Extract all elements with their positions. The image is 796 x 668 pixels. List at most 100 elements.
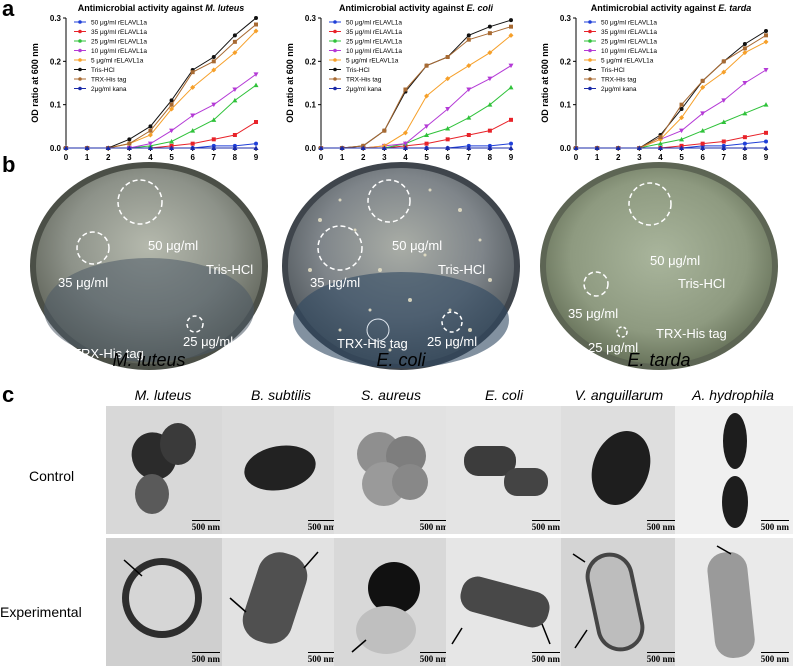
series-line	[321, 86, 512, 149]
data-point	[147, 145, 153, 150]
x-tick-label: 2	[106, 153, 111, 162]
data-point	[487, 145, 493, 150]
y-tick-label: 0.1	[305, 101, 317, 110]
data-point	[169, 145, 175, 150]
data-point	[679, 102, 684, 107]
data-point	[424, 141, 429, 146]
x-tick-label: 4	[148, 153, 153, 162]
row-label-experimental: Experimental	[0, 604, 82, 620]
data-point	[466, 145, 472, 150]
legend-label: 50 μg/ml rELAVL1a	[346, 20, 402, 27]
data-point	[679, 115, 685, 121]
data-point	[721, 69, 727, 75]
data-point	[169, 139, 175, 144]
legend-marker	[588, 20, 592, 24]
x-tick-label: 8	[743, 153, 748, 162]
x-tick-label: 3	[637, 153, 642, 162]
data-point	[594, 145, 600, 150]
data-point	[424, 124, 430, 129]
data-point	[169, 128, 175, 134]
data-point	[466, 37, 471, 42]
data-point	[211, 67, 217, 73]
micrograph-experimental-a-hydrophila: 500 nm	[675, 538, 793, 666]
data-point	[764, 139, 768, 144]
data-point	[700, 84, 706, 90]
data-point	[509, 18, 513, 23]
data-point	[211, 117, 217, 122]
plate-caption-e-coli: E. coli	[376, 350, 426, 370]
legend-label: TRX-His tag	[346, 77, 382, 84]
scale-bar: 500 nm	[531, 520, 561, 532]
legend-label: TRX-His tag	[601, 77, 637, 84]
micrograph-control-m-luteus: 500 nm	[106, 406, 224, 534]
legend-label: TRX-His tag	[91, 77, 127, 84]
legend-label: Tris-HCl	[346, 67, 370, 74]
data-point	[508, 145, 514, 150]
data-point	[424, 93, 430, 99]
data-point	[105, 145, 111, 150]
x-tick-label: 2	[616, 153, 621, 162]
data-point	[126, 145, 132, 150]
plate-m-luteus: 50 μg/ml Tris-HCl 35 μg/ml 25 μg/ml TRX-…	[30, 162, 268, 370]
data-point	[253, 28, 259, 34]
data-point	[169, 106, 175, 112]
data-point	[403, 87, 408, 92]
micro-title-b-subtilis: B. subtilis	[251, 387, 311, 403]
legend-label: Tris-HCl	[91, 67, 115, 74]
data-point	[742, 81, 748, 86]
row-label-control: Control	[29, 468, 75, 484]
x-tick-label: 1	[340, 153, 345, 162]
y-tick-label: 0.0	[50, 144, 62, 153]
y-tick-label: 0.0	[305, 144, 317, 153]
series-line	[576, 104, 767, 149]
data-point	[509, 141, 513, 146]
legend-marker	[333, 20, 337, 24]
data-point	[211, 145, 217, 150]
chart-title: Antimicrobial activity against E. coli	[339, 3, 494, 13]
x-tick-label: 3	[382, 153, 387, 162]
data-point	[169, 98, 174, 103]
y-tick-label: 0.2	[50, 57, 62, 66]
micro-title-s-aureus: S. aureus	[361, 387, 421, 403]
legend-marker	[333, 29, 337, 34]
data-point	[679, 128, 685, 134]
data-point	[487, 76, 493, 82]
legend-label: 5 μg/ml rELAVL1a	[346, 58, 399, 65]
legend-marker	[333, 48, 337, 53]
micrograph-experimental-s-aureus: 500 nm	[334, 538, 452, 666]
x-tick-label: 5	[679, 153, 684, 162]
data-point	[232, 39, 237, 44]
data-point	[721, 119, 727, 124]
data-point	[211, 137, 216, 142]
series-line	[321, 119, 512, 149]
data-point	[190, 84, 196, 90]
data-point	[721, 59, 726, 64]
x-tick-label: 1	[595, 153, 600, 162]
data-point	[742, 42, 747, 46]
series-line	[321, 26, 512, 149]
plate-label-25: 25 μg/ml	[588, 340, 638, 355]
micrograph-experimental-e-coli: 500 nm	[446, 538, 564, 666]
data-point	[679, 107, 684, 111]
x-tick-label: 0	[319, 153, 324, 162]
legend-marker	[333, 86, 337, 91]
x-tick-label: 4	[403, 153, 408, 162]
micro-title-m-luteus: M. luteus	[134, 387, 192, 403]
x-tick-label: 7	[467, 153, 472, 162]
data-point	[253, 145, 259, 150]
data-point	[636, 145, 642, 150]
panel-a-letter: a	[2, 0, 15, 21]
data-point	[232, 87, 238, 92]
data-point	[190, 128, 196, 133]
data-point	[424, 145, 430, 150]
data-point	[658, 135, 663, 140]
data-point	[742, 135, 747, 140]
data-point	[190, 145, 196, 150]
data-point	[147, 141, 153, 147]
data-point	[466, 133, 471, 137]
legend-label: 2μg/ml kana	[91, 86, 127, 93]
y-tick-label: 0.3	[560, 14, 572, 23]
data-point	[254, 16, 258, 20]
scale-bar: 500 nm	[760, 652, 790, 664]
data-point	[211, 59, 216, 64]
